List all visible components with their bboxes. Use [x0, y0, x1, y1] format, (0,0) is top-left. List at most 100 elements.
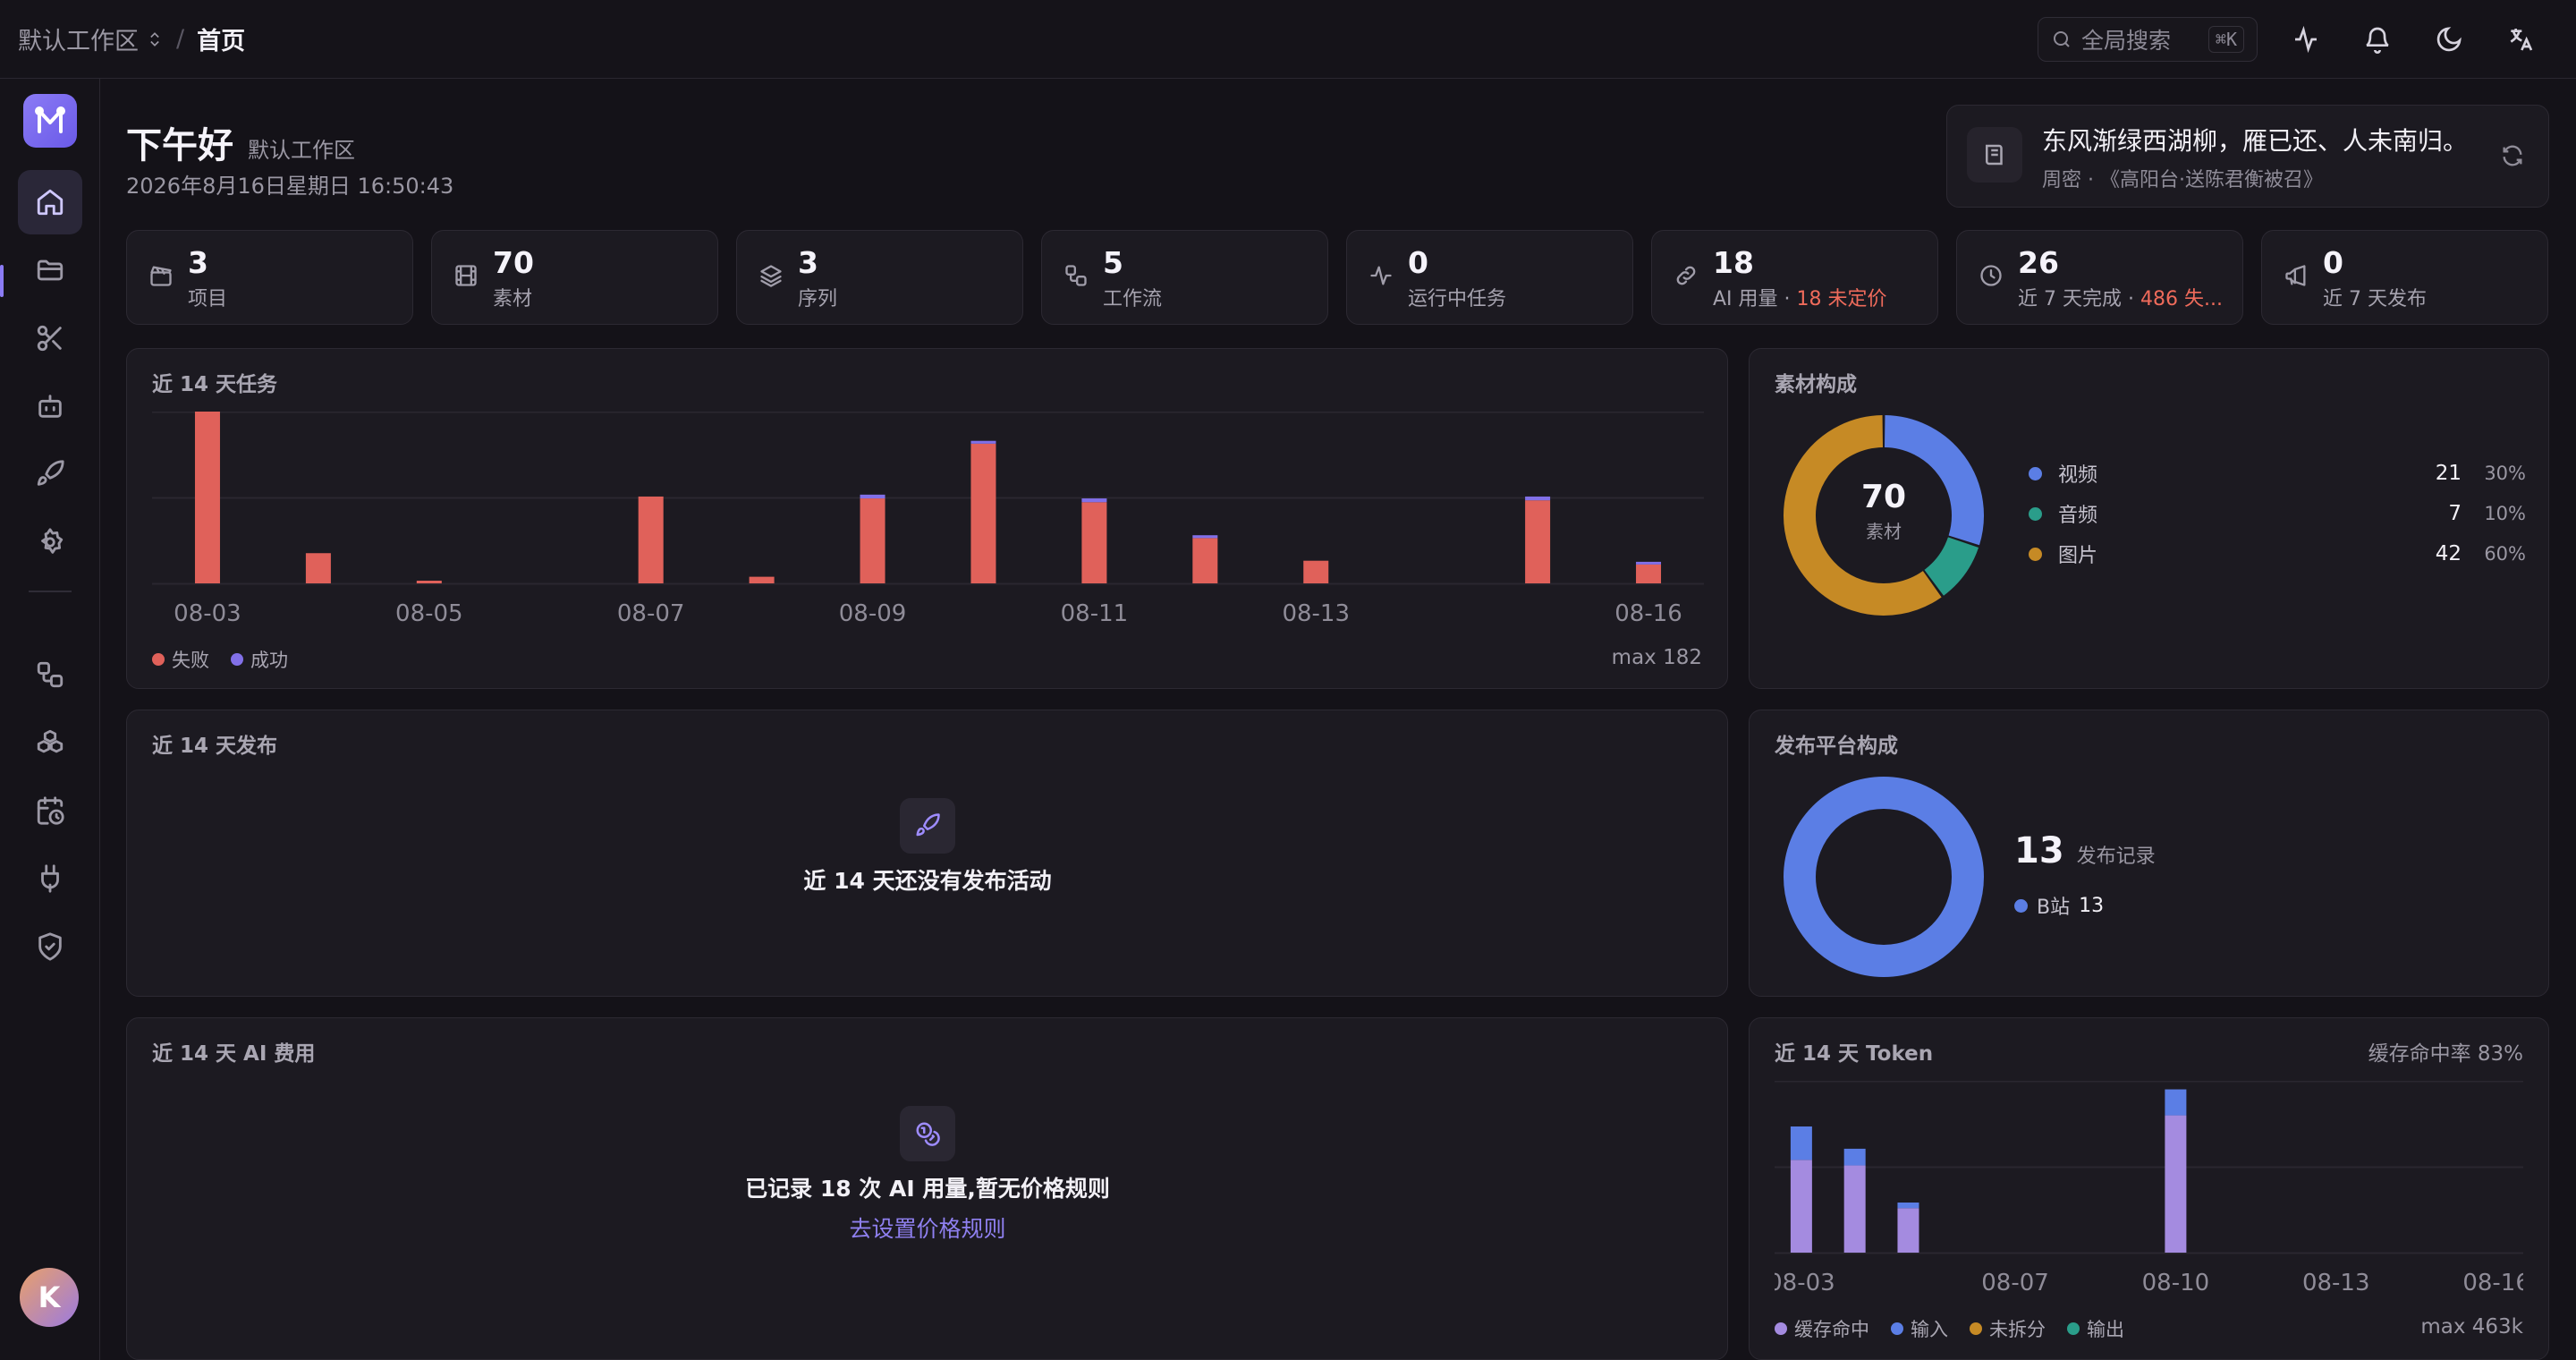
- scissors-icon: [37, 325, 62, 352]
- legend-cache-hit: 缓存命中: [1775, 1315, 1869, 1342]
- sidebar-item-publish[interactable]: [18, 442, 82, 506]
- stat-label: 工作流: [1103, 288, 1163, 310]
- platform-count: 13: [2079, 894, 2105, 917]
- composition-name: 图片: [2058, 545, 2098, 567]
- legend-dot: [2029, 547, 2042, 561]
- stat-card-published[interactable]: 0 近 7 天发布: [2261, 230, 2548, 325]
- stat-label-text: 近 7 天完成 ·: [2018, 288, 2140, 310]
- sidebar-item-plugins[interactable]: [18, 846, 82, 911]
- stat-label: 素材: [493, 288, 533, 310]
- legend-dot: [1891, 1322, 1903, 1335]
- bar-08-05-输入: [1897, 1203, 1919, 1209]
- sidebar-item-edit[interactable]: [18, 306, 82, 370]
- notifications-button[interactable]: [2354, 16, 2401, 63]
- bar-08-04-失败: [305, 553, 331, 583]
- bot-icon: [38, 395, 62, 418]
- platform-donut: [1784, 777, 1984, 977]
- language-button[interactable]: [2497, 16, 2544, 63]
- token-max-label: max 463k: [2420, 1315, 2523, 1339]
- token-legend: 缓存命中 输入 未拆分 输出: [1775, 1315, 2124, 1342]
- bar-08-10-输入: [2165, 1089, 2187, 1116]
- composition-count: 7: [2448, 502, 2462, 525]
- token-cache-rate: 缓存命中率 83%: [2368, 1042, 2523, 1066]
- x-tick-label: 08-03: [174, 600, 242, 626]
- sidebar-item-settings[interactable]: [18, 510, 82, 574]
- stat-card-assets[interactable]: 70 素材: [431, 230, 718, 325]
- activity-icon: [1368, 263, 1395, 290]
- bar-08-08-失败: [749, 576, 775, 583]
- platform-panel-title: 发布平台构成: [1775, 735, 1898, 758]
- activity-button[interactable]: [2283, 16, 2329, 63]
- workspace-switcher[interactable]: 默认工作区: [18, 21, 164, 56]
- bar-08-10-成功: [970, 440, 996, 444]
- refresh-icon: [2503, 145, 2522, 166]
- stat-card-completed[interactable]: 26 近 7 天完成 · 486 失...: [1956, 230, 2243, 325]
- bar-08-07-失败: [638, 496, 664, 583]
- x-tick-label: 08-16: [2462, 1270, 2523, 1296]
- stat-card-sequences[interactable]: 3 序列: [736, 230, 1023, 325]
- quote-card: 东风渐绿西湖柳，雁已还、人未南归。 周密 · 《高阳台·送陈君衡被召》: [1946, 105, 2549, 208]
- plug-icon: [41, 864, 59, 893]
- stat-value: 3: [188, 245, 208, 280]
- bar-08-03-输入: [1790, 1126, 1812, 1160]
- avatar[interactable]: K: [20, 1268, 79, 1327]
- sidebar-item-ai[interactable]: [18, 374, 82, 438]
- legend-label: 失败: [172, 650, 209, 671]
- bell-icon: [2366, 27, 2389, 54]
- sidebar-item-schedule[interactable]: [18, 778, 82, 843]
- quote-source: 周密 · 《高阳台·送陈君衡被召》: [2042, 169, 2323, 191]
- x-tick-label: 08-05: [395, 600, 463, 626]
- quote-text: 东风渐绿西湖柳，雁已还、人未南归。: [2042, 126, 2469, 156]
- stat-label: AI 用量 · 18 未定价: [1713, 283, 1887, 311]
- platform-legend-item: B站 13: [2014, 891, 2104, 920]
- token-panel-title: 近 14 天 Token: [1775, 1042, 1934, 1066]
- donut-slice: [1784, 415, 1942, 616]
- sidebar-item-assets[interactable]: [18, 710, 82, 775]
- stat-card-projects[interactable]: 3 项目: [126, 230, 413, 325]
- legend-label: 成功: [250, 650, 288, 671]
- composition-name: 音频: [2058, 505, 2098, 527]
- stat-card-workflows[interactable]: 5 工作流: [1041, 230, 1328, 325]
- legend-unsplit: 未拆分: [1970, 1315, 2046, 1342]
- x-tick-label: 08-10: [2142, 1270, 2210, 1296]
- stat-value: 0: [1408, 245, 1428, 280]
- sidebar: K: [0, 79, 100, 1360]
- publish-empty-text: 近 14 天还没有发布活动: [803, 868, 1052, 894]
- x-tick-label: 08-11: [1061, 600, 1129, 626]
- workspace-name: 默认工作区: [18, 28, 139, 55]
- composition-pct: 60%: [2484, 543, 2526, 565]
- stat-label: 序列: [798, 288, 838, 310]
- link-icon: [1674, 263, 1700, 290]
- quote-refresh-button[interactable]: [2500, 143, 2529, 172]
- bar-08-03-缓存命中: [1790, 1160, 1812, 1253]
- stat-value: 26: [2018, 245, 2059, 280]
- tasks-panel: 近 14 天任务 08-03 08-05 08-07 08-09 08-11 08-13 0…: [126, 348, 1728, 689]
- bar-08-12-成功: [1192, 535, 1218, 539]
- tasks-legend: 失败 成功: [152, 646, 288, 673]
- sidebar-item-projects[interactable]: [18, 238, 82, 302]
- global-search[interactable]: 全局搜索 ⌘K: [2038, 17, 2258, 62]
- set-price-rules-link[interactable]: 去设置价格规则: [849, 1216, 1006, 1242]
- stat-card-running-tasks[interactable]: 0 运行中任务: [1346, 230, 1633, 325]
- platform-summary: 13 发布记录: [2014, 830, 2156, 871]
- stat-card-ai-usage[interactable]: 18 AI 用量 · 18 未定价: [1651, 230, 1938, 325]
- composition-row-image: 图片 42 60%: [2029, 540, 2526, 568]
- sidebar-item-workflows[interactable]: [18, 642, 82, 707]
- ai-cost-panel-title: 近 14 天 AI 费用: [152, 1042, 316, 1066]
- platform-panel: 发布平台构成 13 发布记录 B站 13: [1749, 710, 2549, 997]
- sidebar-item-security[interactable]: [18, 914, 82, 979]
- legend-dot: [231, 653, 243, 666]
- page-title: 首页: [197, 28, 246, 55]
- x-tick-label: 08-16: [1614, 600, 1682, 626]
- composition-row-video: 视频 21 30%: [2029, 459, 2526, 488]
- composition-row-audio: 音频 7 10%: [2029, 499, 2526, 528]
- search-icon: [2054, 31, 2070, 47]
- donut-total-label: 素材: [1866, 521, 1902, 542]
- stat-label-text: AI 用量 ·: [1713, 288, 1797, 310]
- app-logo[interactable]: [23, 94, 77, 148]
- bar-08-10-失败: [970, 443, 996, 583]
- workflow-icon: [1063, 263, 1090, 290]
- bar-08-12-失败: [1192, 538, 1218, 583]
- theme-toggle[interactable]: [2426, 16, 2472, 63]
- sidebar-item-home[interactable]: [18, 170, 82, 234]
